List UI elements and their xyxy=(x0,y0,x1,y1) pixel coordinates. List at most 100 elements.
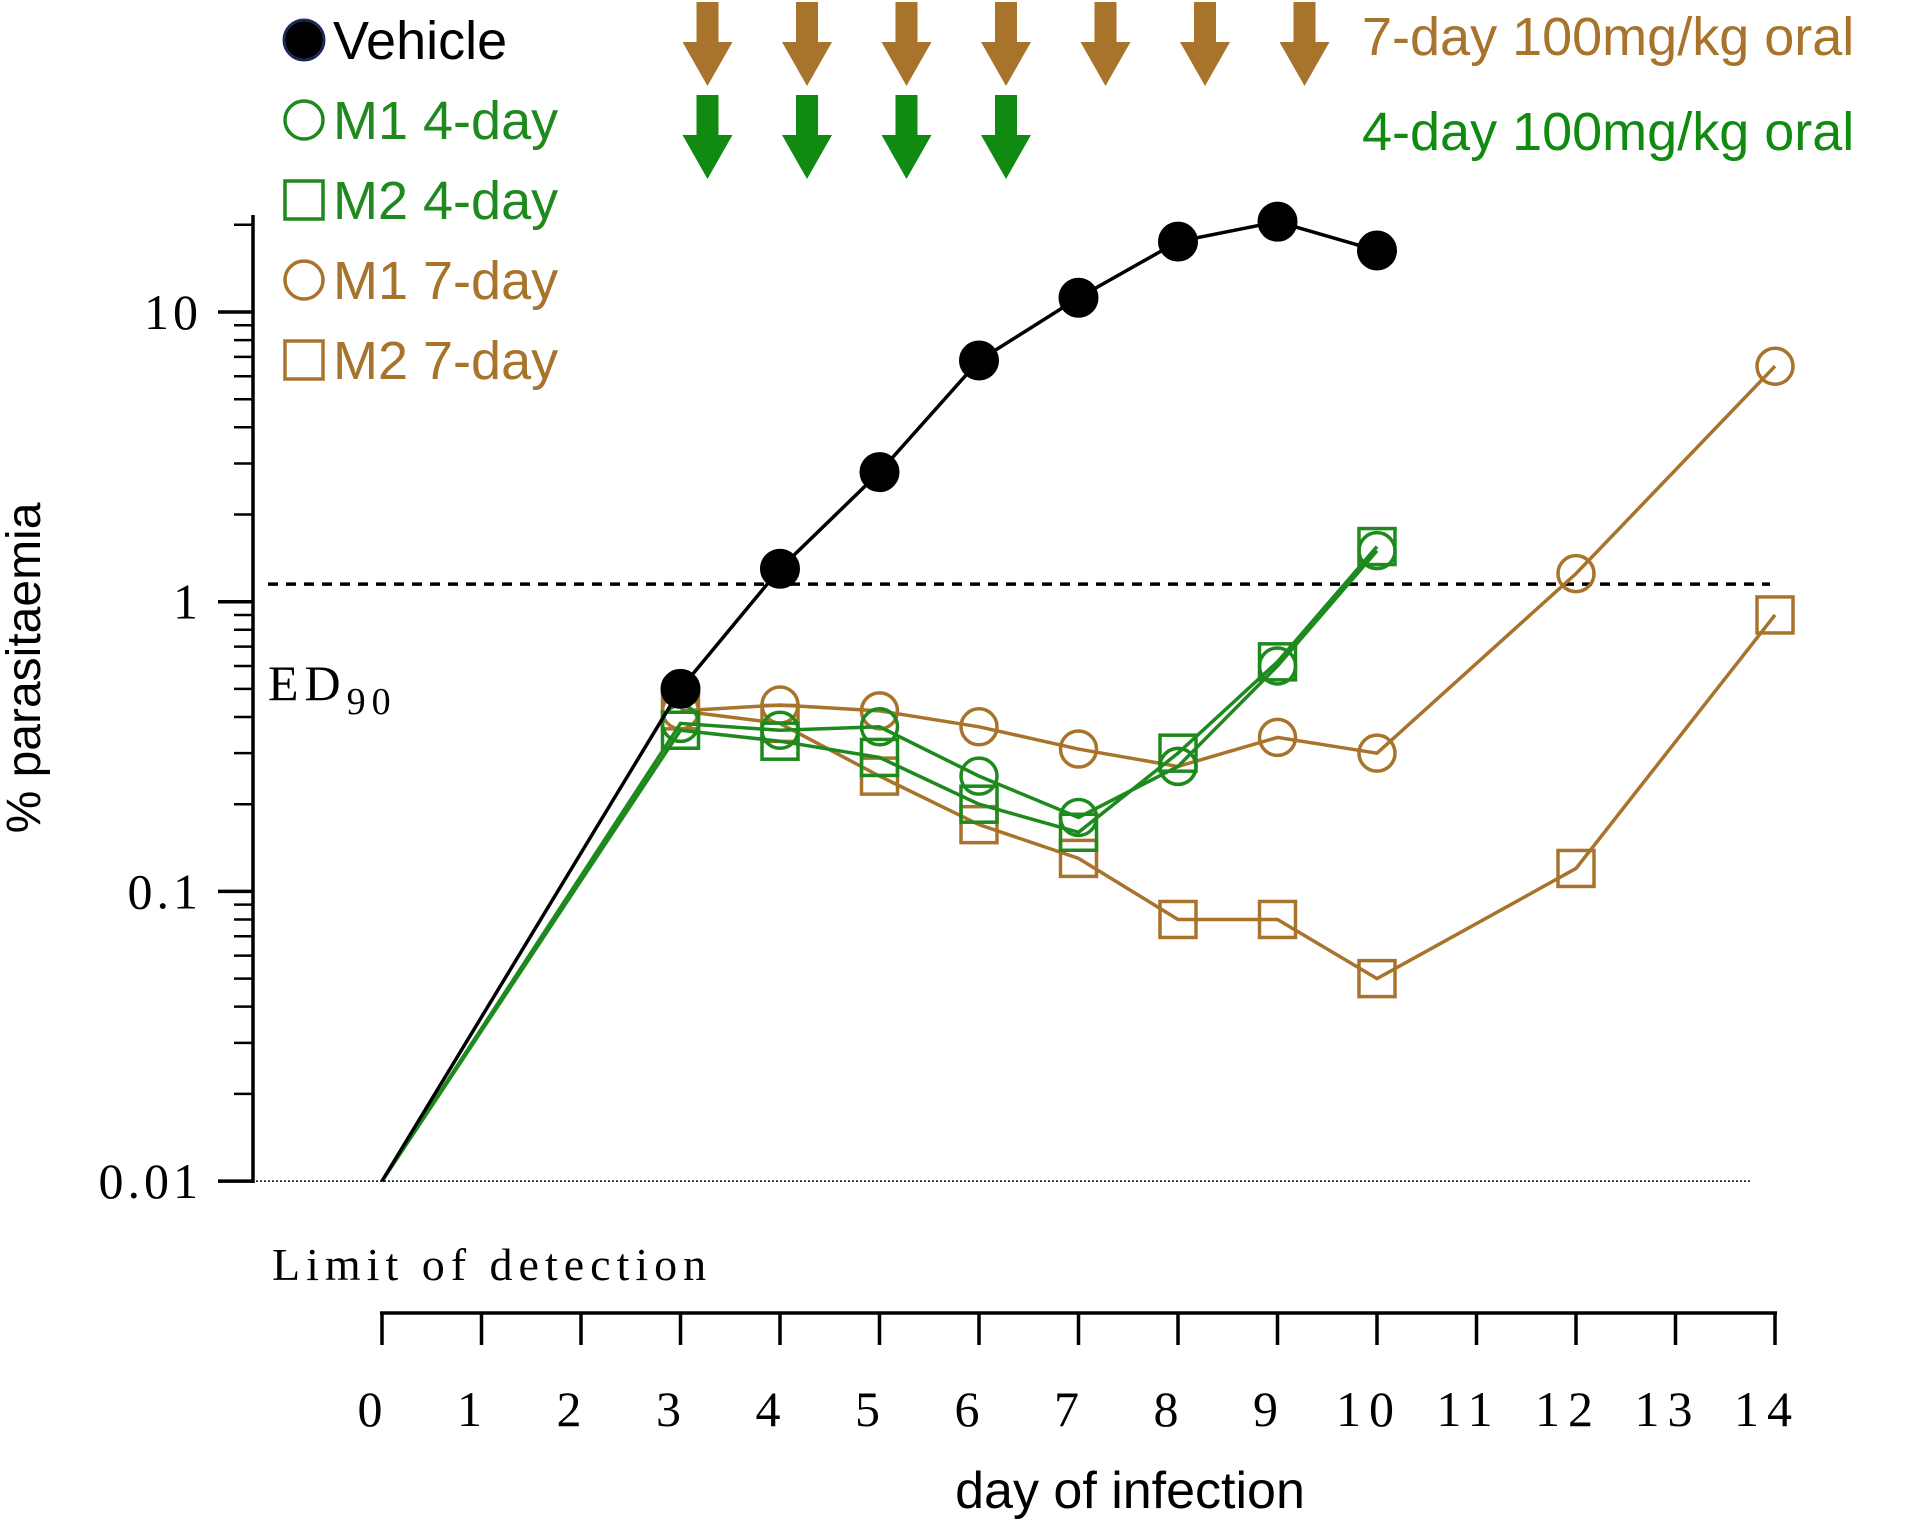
data-point-open-circle xyxy=(859,691,900,731)
lower-limit-label: Limit of detection xyxy=(272,1239,712,1290)
dose-arrow-icon xyxy=(1279,2,1330,86)
dose-arrow-icon xyxy=(981,95,1031,179)
dose-arrow-icon xyxy=(682,95,733,179)
data-point-open-circle xyxy=(1257,646,1298,686)
x-tick-label: 13 xyxy=(1635,1381,1701,1437)
data-point-open-circle xyxy=(1058,729,1099,769)
dose-arrow-icon xyxy=(682,2,733,86)
y-tick-label: 0.1 xyxy=(128,863,203,919)
data-point-open-circle xyxy=(1357,733,1397,773)
series-layer xyxy=(380,201,1795,1183)
data-point-open-square xyxy=(1257,899,1298,940)
x-axis-label: day of infection xyxy=(955,1462,1305,1520)
reference-lines xyxy=(256,582,1770,1182)
dose-arrow-icon xyxy=(1080,2,1131,86)
data-point-open-square xyxy=(1556,848,1596,889)
legend: Vehicle M1 4-day M2 4-day M1 7-day M2 7-day xyxy=(282,11,558,391)
series-m2-4-day xyxy=(380,526,1397,1183)
x-tick-label: 4 xyxy=(756,1381,789,1437)
data-point-filled-circle xyxy=(1158,221,1198,262)
legend-symbol-open-circle xyxy=(283,99,325,141)
x-tick-label: 12 xyxy=(1535,1381,1601,1437)
data-point-open-circle xyxy=(1755,346,1795,386)
y-axis-label: % parasitaemia xyxy=(0,502,51,833)
series-line xyxy=(380,549,1379,1183)
data-point-open-square xyxy=(1755,595,1795,635)
data-point-filled-circle xyxy=(1257,201,1298,242)
data-point-open-circle xyxy=(859,707,900,747)
legend-item: M2 4-day xyxy=(283,171,558,231)
data-point-open-square xyxy=(959,804,999,845)
legend-item: Vehicle xyxy=(282,11,507,71)
data-point-open-square xyxy=(760,721,800,761)
legend-item: M1 7-day xyxy=(283,251,558,311)
x-tick-label: 6 xyxy=(955,1381,988,1437)
legend-symbol-open-circle xyxy=(283,259,325,301)
data-point-open-square xyxy=(1357,958,1397,999)
x-tick-label: 1 xyxy=(457,1381,490,1437)
x-tick-label: 5 xyxy=(855,1381,888,1437)
legend-label: M2 4-day xyxy=(333,171,558,231)
y-tick-label: 1 xyxy=(173,574,202,630)
data-point-filled-circle xyxy=(760,548,800,589)
x-tick-label: 8 xyxy=(1154,1381,1187,1437)
dose-arrow-icon xyxy=(1180,2,1230,86)
dose-arrow-icon xyxy=(881,95,932,179)
threshold-subscript: 90 xyxy=(347,681,397,723)
x-tick-label: 3 xyxy=(656,1381,689,1437)
dose-arrow-icon xyxy=(782,95,832,179)
x-tick-label: 10 xyxy=(1336,1381,1402,1437)
series-line xyxy=(680,613,1777,981)
data-point-open-square xyxy=(1058,838,1099,879)
y-tick-label: 0.01 xyxy=(99,1153,203,1209)
x-tick-label: 0 xyxy=(358,1381,391,1437)
legend-symbol-open-square xyxy=(283,179,325,221)
series-line xyxy=(380,545,1379,1183)
threshold-label: ED90 xyxy=(268,655,397,723)
x-tick-label: 11 xyxy=(1436,1381,1500,1437)
data-point-filled-circle xyxy=(959,340,999,381)
series-vehicle xyxy=(380,201,1397,1183)
dosing-label: 7-day 100mg/kg oral xyxy=(1362,7,1854,67)
data-point-filled-circle xyxy=(660,668,701,709)
series-m1-7-day xyxy=(660,346,1795,787)
dosing-label: 4-day 100mg/kg oral xyxy=(1362,102,1854,162)
data-point-open-circle xyxy=(1158,746,1198,787)
dose-arrow-icon xyxy=(981,2,1031,86)
data-point-open-circle xyxy=(959,756,999,796)
data-point-open-square xyxy=(859,737,900,778)
data-point-open-square xyxy=(1158,899,1198,940)
data-point-open-circle xyxy=(1058,797,1099,838)
x-tick-label: 14 xyxy=(1734,1381,1800,1437)
legend-item: M2 7-day xyxy=(283,331,558,391)
legend-label: M1 4-day xyxy=(333,91,558,151)
series-m1-4-day xyxy=(380,530,1397,1183)
dosing-row: 4-day 100mg/kg oral xyxy=(682,95,1854,179)
data-point-filled-circle xyxy=(1357,230,1397,271)
x-tick-label: 9 xyxy=(1253,1381,1286,1437)
dosing-row: 7-day 100mg/kg oral xyxy=(682,2,1854,86)
dose-arrow-icon xyxy=(881,2,932,86)
dosing-arrows: 7-day 100mg/kg oral 4-day 100mg/kg oral xyxy=(682,2,1854,179)
legend-item: M1 4-day xyxy=(283,91,558,151)
dose-arrow-icon xyxy=(782,2,832,86)
data-point-open-circle xyxy=(1257,717,1298,758)
data-point-open-square xyxy=(959,784,999,824)
legend-symbol-open-square xyxy=(283,339,325,381)
data-point-filled-circle xyxy=(1058,277,1099,318)
x-tick-label: 2 xyxy=(557,1381,590,1437)
x-tick-label: 7 xyxy=(1054,1381,1087,1437)
series-m2-7-day xyxy=(660,595,1795,999)
data-point-open-square xyxy=(1158,733,1198,773)
legend-label: M1 7-day xyxy=(333,251,558,311)
legend-label: Vehicle xyxy=(333,11,507,71)
legend-symbol-filled-circle xyxy=(282,18,326,62)
data-point-filled-circle xyxy=(859,452,900,493)
data-point-open-circle xyxy=(760,710,800,750)
data-point-open-circle xyxy=(1357,530,1397,571)
series-line xyxy=(680,364,1777,769)
legend-label: M2 7-day xyxy=(333,331,558,391)
data-point-open-square xyxy=(1058,812,1099,853)
data-point-open-circle xyxy=(959,707,999,747)
